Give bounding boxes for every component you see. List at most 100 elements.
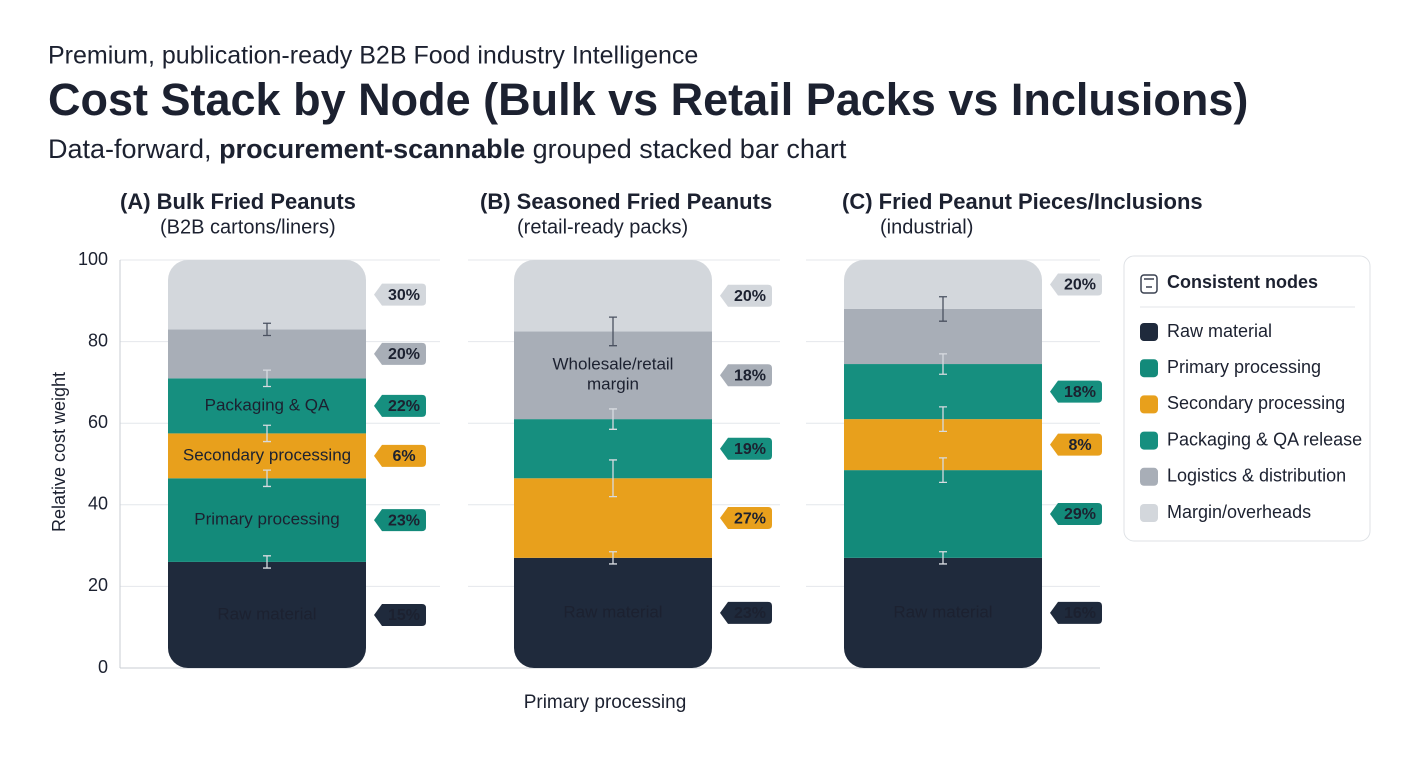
legend-icon xyxy=(1140,274,1158,294)
legend-label: Margin/overheads xyxy=(1167,502,1311,522)
title: Cost Stack by Node (Bulk vs Retail Packs… xyxy=(48,74,1248,125)
error-bar xyxy=(939,551,947,565)
panel-subtitle: (industrial) xyxy=(880,216,973,238)
bar-segment xyxy=(168,561,366,668)
error-bar xyxy=(609,459,617,498)
tag-label: 22% xyxy=(388,398,420,415)
segment-label: Packaging & QA xyxy=(205,395,330,414)
legend-label: Logistics & distribution xyxy=(1167,466,1346,486)
subtitle-part: Data-forward, xyxy=(48,134,219,164)
panel-title: (A) Bulk Fried Peanuts xyxy=(120,189,356,214)
tag-label: 23% xyxy=(734,605,766,622)
tag-shape xyxy=(374,342,426,365)
subtitle-part: grouped stacked bar chart xyxy=(525,134,847,164)
error-bar xyxy=(263,555,271,569)
legend-swatch xyxy=(1140,504,1158,522)
legend-swatch xyxy=(1140,395,1158,414)
tag-shape xyxy=(1050,380,1102,403)
error-bar xyxy=(263,424,271,443)
y-tick-label: 20 xyxy=(88,575,108,595)
y-axis-label: Relative cost weight xyxy=(49,372,69,532)
panel-subtitle: (retail-ready packs) xyxy=(517,216,688,238)
y-tick-label: 0 xyxy=(98,657,108,677)
tag-label: 20% xyxy=(734,288,766,305)
legend-title: Consistent nodes xyxy=(1167,272,1318,292)
tag-shape xyxy=(720,284,772,307)
tag-label: 19% xyxy=(734,441,766,458)
tag-label: 20% xyxy=(388,346,420,363)
tag-label: 16% xyxy=(1064,605,1096,622)
tag-shape xyxy=(374,394,426,417)
legend-box xyxy=(1123,255,1371,542)
panel-title: (B) Seasoned Fried Peanuts xyxy=(480,189,772,214)
y-tick-label: 60 xyxy=(88,412,108,432)
bar-segment xyxy=(168,378,366,434)
tag-shape xyxy=(374,283,426,306)
segment-label-line: Wholesale/retail xyxy=(553,355,674,374)
tag-shape xyxy=(720,437,772,460)
tag-shape xyxy=(720,364,772,387)
error-bar xyxy=(263,469,271,488)
segment-label: Raw material xyxy=(563,602,662,621)
tag-shape xyxy=(1050,433,1102,456)
y-tick-label: 100 xyxy=(78,249,108,269)
error-bar xyxy=(609,408,617,430)
error-bar xyxy=(939,457,947,484)
bar-segment xyxy=(168,478,366,562)
legend-label: Raw material xyxy=(1167,321,1272,341)
bar-segment xyxy=(844,557,1042,668)
segment-label: Primary processing xyxy=(194,510,340,529)
tag-shape xyxy=(374,603,426,626)
error-bar xyxy=(609,316,617,347)
bar-segment xyxy=(844,470,1042,558)
legend-swatch xyxy=(1140,431,1158,450)
segment-label: Wholesale/retail margin xyxy=(553,355,674,394)
supertitle: Premium, publication-ready B2B Food indu… xyxy=(48,42,698,70)
tag-shape xyxy=(720,601,772,624)
legend-swatch xyxy=(1140,323,1158,341)
stack-annotations: Raw material 16% 29% 8% 18% 20% xyxy=(893,273,1102,624)
error-bar xyxy=(263,369,271,388)
tag-label: 29% xyxy=(1064,506,1096,523)
y-tick-label: 80 xyxy=(88,330,108,350)
legend-swatch xyxy=(1140,467,1158,486)
tag-label: 23% xyxy=(388,512,420,529)
tag-label: 30% xyxy=(388,287,420,304)
legend-label: Packaging & QA release xyxy=(1167,429,1362,449)
tag-shape xyxy=(1050,273,1102,296)
tag-label: 8% xyxy=(1068,437,1091,454)
y-tick-label: 40 xyxy=(88,494,108,514)
tag-label: 20% xyxy=(1064,277,1096,294)
segment-label: Raw material xyxy=(217,604,316,623)
tag-shape xyxy=(374,444,426,467)
legend-label: Secondary processing xyxy=(1167,393,1345,413)
stack-annotations: Raw material 15% Primary processing 23% Seco… xyxy=(183,283,426,626)
segment-label: Secondary processing xyxy=(183,445,351,464)
error-bar xyxy=(939,406,947,433)
panel-title: (C) Fried Peanut Pieces/Inclusions xyxy=(842,189,1203,214)
segment-label: Raw material xyxy=(893,602,992,621)
x-axis-label: Primary processing xyxy=(524,692,687,713)
tag-shape xyxy=(720,507,772,530)
error-bar xyxy=(609,551,617,565)
subtitle: Data-forward, procurement-scannable grou… xyxy=(48,134,847,164)
tag-shape xyxy=(374,509,426,532)
tag-shape xyxy=(1050,502,1102,525)
tag-label: 15% xyxy=(388,607,420,624)
tag-label: 6% xyxy=(392,448,415,465)
tag-label: 27% xyxy=(734,510,766,527)
error-bar xyxy=(263,322,271,337)
subtitle-part: procurement-scannable xyxy=(219,134,525,164)
stack xyxy=(168,260,366,668)
error-bar xyxy=(939,296,947,322)
segment-label-line: margin xyxy=(587,375,639,394)
tag-label: 18% xyxy=(1064,384,1096,401)
bar-segment xyxy=(514,557,712,668)
legend-swatch xyxy=(1140,359,1158,378)
error-bar xyxy=(939,353,947,375)
stack-annotations: Raw material 23% 27% 19% Wholesale/retail mar… xyxy=(553,284,772,624)
bar-segment xyxy=(168,260,366,330)
tag-shape xyxy=(1050,601,1102,624)
legend-label: Primary processing xyxy=(1167,357,1321,377)
